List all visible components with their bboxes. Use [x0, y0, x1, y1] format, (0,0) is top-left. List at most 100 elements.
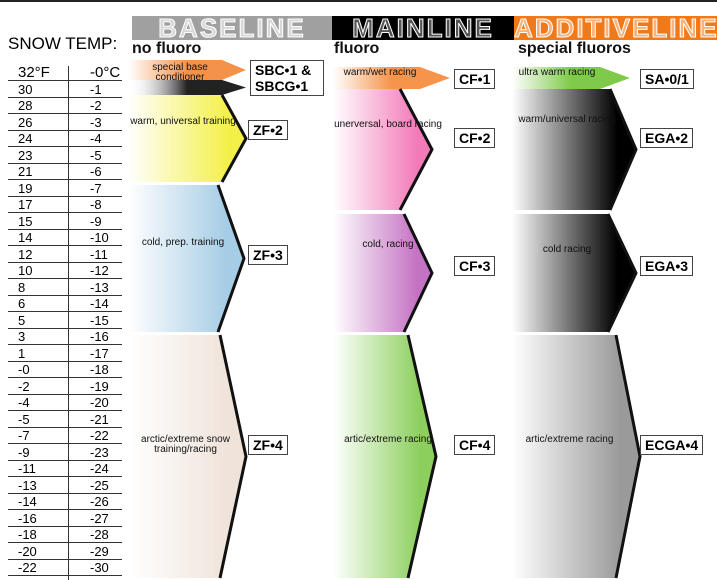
- band-description: warm/universal racing: [518, 114, 616, 125]
- band-arrow: [512, 335, 640, 578]
- temp-c: -14: [90, 296, 109, 311]
- temp-row: -4 -20: [8, 394, 122, 411]
- band-description: warm/wet racing: [343, 67, 417, 78]
- temp-row: 19 -7: [8, 180, 122, 197]
- temp-row: 17 -8: [8, 196, 122, 213]
- temp-row: -16 -27: [8, 510, 122, 527]
- temp-f: 8: [18, 279, 26, 295]
- band-arrow: [512, 67, 630, 89]
- temp-row: -7 -22: [8, 427, 122, 444]
- temp-c: -7: [90, 180, 102, 196]
- temp-row: 6 -14: [8, 295, 122, 312]
- temp-c: -29: [90, 543, 109, 559]
- additiveline-header: ADDITIVELINE: [514, 16, 717, 40]
- band-arrow: [128, 80, 246, 95]
- product-label: CF•2: [454, 128, 496, 148]
- product-label: EGA•2: [640, 128, 694, 148]
- temp-f: -2: [18, 378, 30, 394]
- temp-c: -24: [90, 461, 109, 476]
- mainline-sub: fluoro: [334, 40, 380, 57]
- temp-c: -12: [90, 263, 109, 278]
- temp-f: 12: [18, 246, 33, 262]
- temp-row: 12 -11: [8, 246, 122, 263]
- band-description: unerversal, board racing: [334, 119, 442, 130]
- product-label: SA•0/1: [640, 69, 694, 89]
- band-edge: [608, 88, 638, 211]
- product-label: CF•1: [454, 69, 496, 89]
- band-edge: [606, 213, 638, 333]
- temp-c: -4: [90, 131, 102, 146]
- temp-c: -5: [90, 147, 102, 163]
- additiveline-sub: special fluoros: [518, 40, 631, 57]
- band-arrow: [333, 67, 450, 89]
- temp-c: -0°C: [90, 64, 121, 81]
- temp-row: -14 -26: [8, 493, 122, 510]
- temp-row: -5 -21: [8, 411, 122, 428]
- temp-c: -19: [90, 378, 109, 394]
- snow-temp-title: SNOW TEMP:: [8, 34, 118, 53]
- product-label: SBC•1 & SBCG•1: [250, 60, 324, 96]
- temp-f: 6: [18, 296, 26, 311]
- temp-f: 30: [18, 81, 33, 97]
- temp-row: -22 -30: [8, 559, 122, 576]
- band-description: arctic/extreme snow training/racing: [141, 434, 230, 455]
- band-arrow: [512, 89, 636, 210]
- temp-f: 1: [18, 345, 26, 361]
- product-label: ZF•2: [248, 120, 288, 140]
- temp-f: -14: [18, 494, 37, 509]
- temp-c: -25: [90, 477, 109, 493]
- band-description: cold, racing: [362, 239, 414, 250]
- band-description: cold racing: [542, 244, 592, 255]
- temp-c: -9: [90, 213, 102, 229]
- temp-f: 19: [18, 180, 33, 196]
- temp-f: -9: [18, 444, 30, 460]
- product-label: CF•4: [454, 435, 496, 455]
- temp-row: 14 -10: [8, 229, 122, 246]
- temp-row: 8 -13: [8, 279, 122, 296]
- temp-c: -22: [90, 428, 109, 443]
- temp-row: 21 -6: [8, 163, 122, 180]
- temp-c: -6: [90, 164, 102, 179]
- temp-c: -1: [90, 81, 102, 97]
- temp-row: -18 -28: [8, 526, 122, 543]
- temp-row: 15 -9: [8, 213, 122, 230]
- temp-row: 28 -2: [8, 97, 122, 114]
- temp-c: -10: [90, 230, 109, 245]
- band-edge: [398, 88, 434, 211]
- band-arrow: [128, 185, 244, 332]
- baseline-header: BASELINE: [132, 16, 332, 40]
- temp-row: -13 -25: [8, 477, 122, 494]
- temp-row: -11 -24: [8, 460, 122, 477]
- band-description: warm, universal training: [130, 116, 236, 127]
- temp-f: 32°F: [18, 64, 50, 81]
- temp-f: 21: [18, 164, 33, 179]
- temp-f: -0: [18, 362, 30, 377]
- temp-row: -9 -23: [8, 444, 122, 461]
- band-arrow: [333, 214, 432, 332]
- temp-f: 17: [18, 197, 33, 212]
- temp-f: -18: [18, 527, 37, 542]
- band-description: artic/extreme racing: [525, 434, 614, 445]
- temp-f: -13: [18, 477, 37, 493]
- mainline-header: MAINLINE: [332, 16, 514, 40]
- temp-f: -11: [18, 461, 36, 476]
- temp-row: 1 -17: [8, 345, 122, 362]
- product-label: ZF•4: [248, 435, 288, 455]
- product-label: EGA•3: [640, 256, 694, 276]
- band-edge: [220, 94, 248, 183]
- temp-c: -15: [90, 312, 109, 328]
- temp-row: 10 -12: [8, 262, 122, 279]
- temp-c: -8: [90, 197, 102, 212]
- band-edge: [402, 213, 434, 333]
- temp-f: 10: [18, 263, 33, 278]
- temp-f: -20: [18, 543, 37, 559]
- band-edge: [406, 334, 438, 579]
- band-description: cold, prep. training: [141, 237, 225, 248]
- temp-c: -26: [90, 494, 109, 509]
- temp-row: 32°F -0°C: [8, 64, 122, 81]
- temp-f: -5: [18, 411, 30, 427]
- temp-f: -7: [18, 428, 30, 443]
- temp-c: -20: [90, 395, 109, 410]
- band-arrow: [128, 335, 246, 578]
